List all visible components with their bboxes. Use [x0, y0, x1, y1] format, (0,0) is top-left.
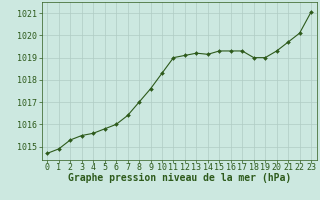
X-axis label: Graphe pression niveau de la mer (hPa): Graphe pression niveau de la mer (hPa) [68, 173, 291, 183]
